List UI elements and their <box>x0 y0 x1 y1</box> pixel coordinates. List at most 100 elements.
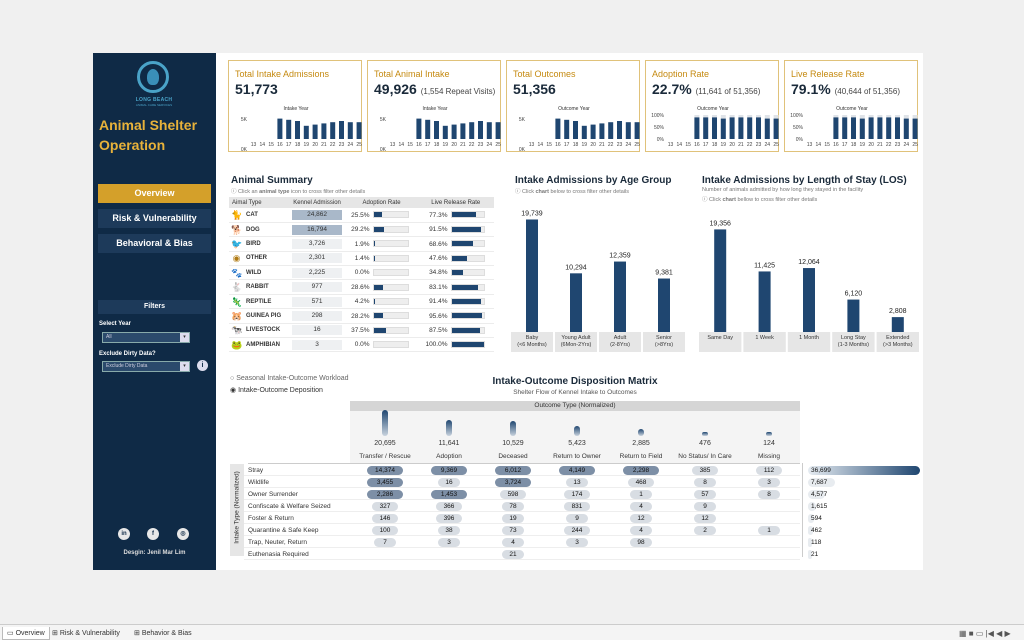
matrix-cell[interactable]: 1,453 <box>431 490 467 499</box>
animal-row[interactable]: 🦎 REPTILE 571 4.2% 91.4% <box>229 294 494 310</box>
matrix-cell[interactable]: 21 <box>502 550 524 559</box>
animal-type-cell: 🦎 REPTILE <box>229 294 289 310</box>
matrix-cell[interactable]: 3,724 <box>495 478 531 487</box>
matrix-cell[interactable]: 4,149 <box>559 466 595 475</box>
matrix-cell[interactable]: 57 <box>694 490 716 499</box>
matrix-cell[interactable]: 8 <box>694 478 716 487</box>
matrix-cell[interactable]: 112 <box>756 466 782 475</box>
livestock-icon[interactable]: 🐄 <box>231 325 243 336</box>
matrix-row[interactable] <box>244 513 800 524</box>
matrix-row[interactable] <box>244 501 800 512</box>
matrix-cell[interactable]: 174 <box>564 490 590 499</box>
tab-behavior[interactable]: ⊞ Behavior & Bias <box>134 630 192 637</box>
matrix-row[interactable] <box>244 477 800 488</box>
age-group-chart[interactable]: 19,739 Baby(<6 Months) 10,294 Young Adult(6… <box>510 196 686 354</box>
spark-year-tick: 24 <box>904 142 910 148</box>
matrix-cell[interactable]: 9 <box>566 514 588 523</box>
wild-icon[interactable]: 🐾 <box>231 267 243 278</box>
matrix-cell[interactable]: 598 <box>500 490 526 499</box>
matrix-cell[interactable]: 6,012 <box>495 466 531 475</box>
tab-risk[interactable]: ⊞ Risk & Vulnerability <box>52 630 120 637</box>
animal-row[interactable]: 🐸 AMPHIBIAN 3 0.0% 100.0% <box>229 337 494 353</box>
rabbit-icon[interactable]: 🐇 <box>231 282 243 293</box>
matrix-cell[interactable]: 146 <box>372 514 398 523</box>
matrix-cell[interactable]: 244 <box>564 526 590 535</box>
matrix-cell[interactable]: 3,455 <box>367 478 403 487</box>
matrix-cell[interactable]: 16 <box>438 478 460 487</box>
nav-overview-button[interactable]: Overview <box>98 184 211 203</box>
matrix-cell[interactable]: 38 <box>438 526 460 535</box>
linkedin-icon[interactable]: in <box>118 528 130 540</box>
matrix-row[interactable] <box>244 525 800 536</box>
spark-year-tick: 23 <box>617 142 623 148</box>
matrix-cell[interactable]: 1 <box>758 526 780 535</box>
animal-row[interactable]: ◉ OTHER 2,301 1.4% 47.6% <box>229 251 494 267</box>
radio-deposition[interactable]: ◉ Intake-Outcome Deposition <box>230 387 323 394</box>
facebook-icon[interactable]: f <box>147 528 159 540</box>
matrix-cell[interactable]: 78 <box>502 502 524 511</box>
matrix-cell[interactable]: 831 <box>564 502 590 511</box>
matrix-cell[interactable]: 14,374 <box>367 466 403 475</box>
matrix-row[interactable] <box>244 549 800 560</box>
matrix-cell[interactable]: 9,369 <box>431 466 467 475</box>
animal-row[interactable]: 🐈 CAT 24,862 25.5% 77.3% <box>229 208 494 223</box>
matrix-cell[interactable]: 396 <box>436 514 462 523</box>
matrix-row[interactable] <box>244 489 800 500</box>
matrix-cell[interactable]: 4 <box>502 538 524 547</box>
reptile-icon[interactable]: 🦎 <box>231 296 243 307</box>
other-icon[interactable]: ◉ <box>232 253 241 264</box>
dog-icon[interactable]: 🐕 <box>231 224 243 235</box>
matrix-cell[interactable]: 3 <box>758 478 780 487</box>
length-of-stay-chart[interactable]: 19,356 Same Day 11,425 1 Week 12,064 1 Month 6… <box>698 204 920 354</box>
matrix-cell[interactable]: 13 <box>566 478 588 487</box>
matrix-cell[interactable]: 3 <box>566 538 588 547</box>
matrix-cell[interactable]: 12 <box>694 514 716 523</box>
matrix-cell[interactable]: 98 <box>630 538 652 547</box>
matrix-cell[interactable]: 12 <box>630 514 652 523</box>
matrix-cell[interactable]: 327 <box>372 502 398 511</box>
matrix-cell[interactable]: 468 <box>628 478 654 487</box>
matrix-cell[interactable]: 366 <box>436 502 462 511</box>
matrix-cell[interactable]: 385 <box>692 466 718 475</box>
exclude-dirty-dropdown[interactable]: Exclude Dirty Data ▾ <box>102 361 190 372</box>
kpi-card[interactable]: Live Release Rate 79.1% (40,644 of 51,356… <box>784 60 918 152</box>
animal-row[interactable]: 🐄 LIVESTOCK 16 37.5% 87.5% <box>229 323 494 339</box>
radio-seasonal[interactable]: ○ Seasonal Intake-Outcome Workload <box>230 375 349 382</box>
matrix-cell[interactable]: 1 <box>630 490 652 499</box>
matrix-cell[interactable]: 4 <box>630 502 652 511</box>
animal-row[interactable]: 🐇 RABBIT 977 28.6% 83.1% <box>229 279 494 295</box>
kpi-card[interactable]: Total Animal Intake 49,926 (1,554 Repeat … <box>367 60 501 152</box>
bird-icon[interactable]: 🐦 <box>231 238 243 249</box>
guinea-pig-icon[interactable]: 🐹 <box>231 310 243 321</box>
matrix-row[interactable] <box>244 537 800 548</box>
tab-overview[interactable]: ▭ Overview <box>2 627 50 640</box>
select-year-dropdown[interactable]: All ▾ <box>102 332 190 343</box>
matrix-cell[interactable]: 7 <box>374 538 396 547</box>
animal-row[interactable]: 🐦 BIRD 3,726 1.9% 68.6% <box>229 236 494 252</box>
matrix-cell[interactable]: 3 <box>438 538 460 547</box>
matrix-cell[interactable]: 100 <box>372 526 398 535</box>
animal-row[interactable]: 🐹 GUINEA PIG 298 28.2% 95.6% <box>229 308 494 324</box>
matrix-cell[interactable]: 2,298 <box>623 466 659 475</box>
matrix-cell[interactable]: 4 <box>630 526 652 535</box>
animal-row[interactable]: 🐕 DOG 16,794 29.2% 91.5% <box>229 222 494 238</box>
matrix-row[interactable] <box>244 465 800 476</box>
matrix-cell[interactable]: 8 <box>758 490 780 499</box>
nav-risk-button[interactable]: Risk & Vulnerability <box>98 209 211 228</box>
cat-icon[interactable]: 🐈 <box>231 209 243 220</box>
live-release-value: 91.4% <box>429 298 448 306</box>
nav-behavioral-button[interactable]: Behavioral & Bias <box>98 234 211 253</box>
info-icon[interactable]: i <box>197 360 208 371</box>
animal-row[interactable]: 🐾 WILD 2,225 0.0% 34.8% <box>229 265 494 281</box>
matrix-cell[interactable]: 2 <box>694 526 716 535</box>
matrix-cell[interactable]: 19 <box>502 514 524 523</box>
kpi-card[interactable]: Total Outcomes 51,356 Outcome Year 5K 0K 13 1… <box>506 60 640 152</box>
kpi-card[interactable]: Adoption Rate 22.7% (11,641 of 51,356) Out… <box>645 60 779 152</box>
amphibian-icon[interactable]: 🐸 <box>231 339 243 350</box>
matrix-cell[interactable]: 73 <box>502 526 524 535</box>
matrix-cell[interactable]: 9 <box>694 502 716 511</box>
instagram-icon[interactable]: ◎ <box>177 528 189 540</box>
view-controls[interactable]: ▦ ■ ▭ |◀ ◀ ▶ ▶| <box>959 629 1011 638</box>
kpi-card[interactable]: Total Intake Admissions 51,773 Intake Yea… <box>228 60 362 152</box>
matrix-cell[interactable]: 2,286 <box>367 490 403 499</box>
